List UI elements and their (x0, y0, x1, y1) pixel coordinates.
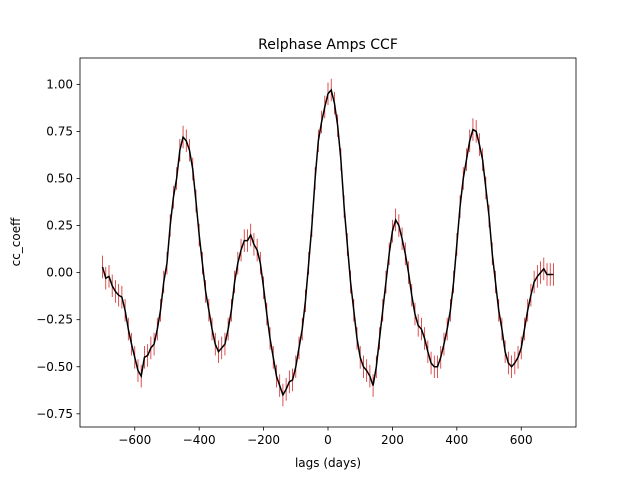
x-tick-label: −400 (183, 433, 216, 447)
x-tick-label: 0 (324, 433, 332, 447)
x-tick-label: 200 (381, 433, 404, 447)
y-tick-label: −0.75 (36, 407, 73, 421)
y-tick-label: 0.00 (46, 266, 73, 280)
y-axis-label: cc_coeff (9, 217, 23, 267)
x-tick-label: −200 (247, 433, 280, 447)
x-axis-label: lags (days) (295, 456, 361, 470)
plot-frame (79, 57, 577, 428)
y-tick-label: 1.00 (46, 77, 73, 91)
x-tick-label: 600 (510, 433, 533, 447)
chart-title: Relphase Amps CCF (258, 37, 398, 53)
y-tick-label: 0.75 (46, 124, 73, 138)
y-tick-label: −0.50 (36, 360, 73, 374)
y-tick-label: 0.50 (46, 171, 73, 185)
x-tick-label: −600 (118, 433, 151, 447)
y-tick-label: 0.25 (46, 219, 73, 233)
y-tick-label: −0.25 (36, 313, 73, 327)
x-tick-label: 400 (445, 433, 468, 447)
data-line (101, 88, 554, 397)
